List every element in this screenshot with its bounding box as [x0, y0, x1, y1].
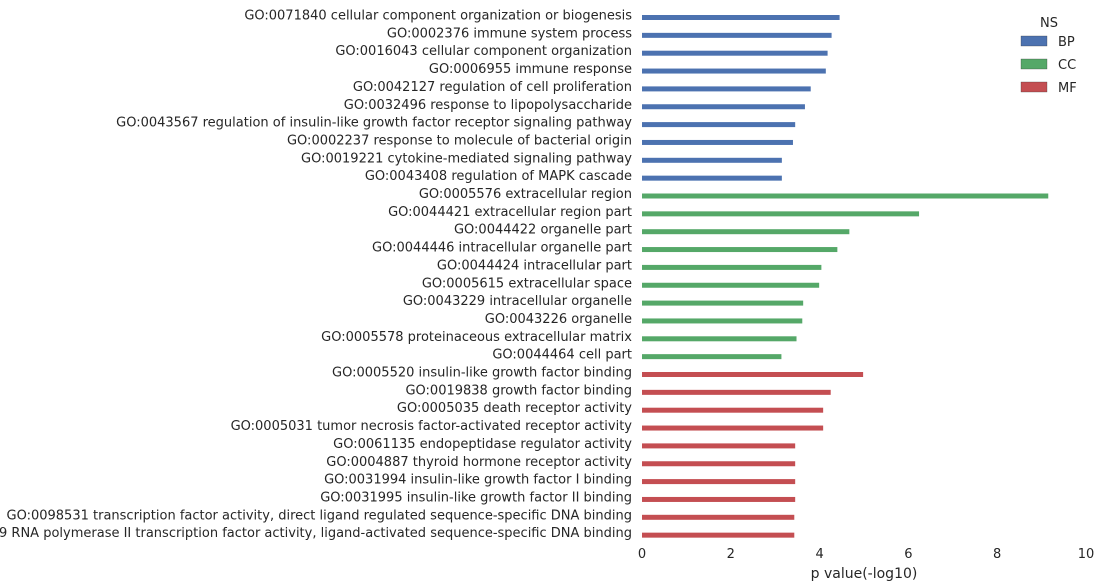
bar-cc: [642, 318, 803, 324]
bar-cc: [642, 193, 1049, 199]
category-label: GO:0043408 regulation of MAPK cascade: [365, 169, 632, 184]
bar-mf: [642, 372, 864, 377]
bar-mf: [642, 461, 796, 467]
legend-label-mf: MF: [1058, 81, 1077, 96]
category-label: GO:0061135 endopeptidase regulator activ…: [333, 437, 632, 452]
bar-cc: [642, 247, 838, 253]
legend-entries: BP CC MF: [1020, 35, 1077, 96]
category-label: GO:0002376 immune system process: [387, 26, 632, 41]
category-label: GO:0016043 cellular component organizati…: [335, 44, 632, 59]
bar-mf: [642, 532, 795, 538]
x-tick-labels-group: 0 2 4 6 8 10: [638, 547, 1094, 562]
category-label: GO:0044446 intracellular organelle part: [372, 241, 632, 256]
bar-mf: [642, 425, 824, 431]
bar-bp: [642, 86, 811, 92]
bar-mf: [642, 514, 795, 520]
category-label: GO:0044421 extracellular region part: [388, 205, 632, 220]
category-label: GO:0031994 insulin-like growth factor I …: [324, 473, 632, 488]
legend-swatch-mf: [1020, 81, 1048, 93]
category-label: GO:0043229 intracellular organelle: [403, 294, 632, 309]
bar-cc: [642, 336, 797, 342]
category-label: GO:0019221 cytokine-mediated signaling p…: [301, 151, 632, 166]
category-label: GO:0098531 transcription factor activity…: [7, 508, 632, 523]
category-label: GO:0004887 thyroid hormone receptor acti…: [326, 455, 632, 470]
bar-cc: [642, 211, 920, 217]
category-label: GO:0043226 organelle: [485, 312, 632, 327]
category-label: GO:0032496 response to lipopolysaccharid…: [344, 98, 632, 113]
category-labels-group: GO:0071840 cellular component organizati…: [0, 9, 632, 542]
bar-bp: [642, 175, 782, 181]
x-axis-label: p value(-log10): [811, 566, 918, 582]
category-label: GO:0005576 extracellular region: [419, 187, 632, 202]
x-tick-label: 4: [815, 547, 823, 562]
category-label: GO:0006955 immune response: [429, 62, 632, 77]
bar-mf: [642, 496, 796, 502]
x-tick-label: 2: [727, 547, 735, 562]
bar-cc: [642, 354, 782, 360]
category-label: GO:0019838 growth factor binding: [405, 383, 632, 398]
x-tick-label: 10: [1078, 547, 1095, 562]
category-label: GO:0044424 intracellular part: [437, 258, 632, 273]
bar-cc: [642, 264, 822, 270]
x-tick-label: 8: [993, 547, 1001, 562]
x-tick-label: 0: [638, 547, 646, 562]
bar-bp: [642, 122, 796, 128]
bar-cc: [642, 300, 804, 306]
bar-bp: [642, 32, 832, 38]
bar-mf: [642, 479, 796, 485]
category-label: GO:0002237 response to molecule of bacte…: [287, 133, 632, 148]
bar-mf: [642, 443, 796, 449]
bar-cc: [642, 282, 820, 288]
bars-group: [642, 15, 1049, 538]
category-label: GO:0042127 regulation of cell proliferat…: [353, 80, 632, 95]
legend: NS BP CC MF: [1020, 16, 1077, 96]
x-tick-label: 6: [904, 547, 912, 562]
bar-bp: [642, 50, 828, 56]
category-label: GO:0005578 proteinaceous extracellular m…: [321, 330, 632, 345]
bar-mf: [642, 389, 831, 395]
category-label: GO:0005035 death receptor activity: [397, 401, 632, 416]
category-label: GO:0005615 extracellular space: [422, 276, 632, 291]
category-label: GO:0043567 regulation of insulin-like gr…: [116, 116, 632, 131]
category-label: GO:0005520 insulin-like growth factor bi…: [332, 366, 632, 381]
category-label: GO:0071840 cellular component organizati…: [244, 9, 632, 24]
legend-swatch-bp: [1020, 35, 1048, 47]
bar-bp: [642, 15, 840, 20]
category-label: GO:0004879 RNA polymerase II transcripti…: [0, 526, 632, 541]
legend-swatch-cc: [1020, 58, 1048, 70]
bar-cc: [642, 229, 850, 235]
category-label: GO:0005031 tumor necrosis factor-activat…: [231, 419, 633, 434]
legend-label-cc: CC: [1058, 58, 1076, 73]
bar-bp: [642, 104, 805, 110]
category-label: GO:0031995 insulin-like growth factor II…: [320, 490, 632, 505]
category-label: GO:0044422 organelle part: [454, 223, 632, 238]
bar-bp: [642, 68, 826, 74]
legend-title: NS: [1040, 16, 1058, 31]
bar-bp: [642, 157, 782, 163]
bar-mf: [642, 407, 824, 413]
bar-bp: [642, 139, 793, 145]
category-label: GO:0044464 cell part: [492, 348, 632, 363]
legend-label-bp: BP: [1058, 35, 1075, 50]
